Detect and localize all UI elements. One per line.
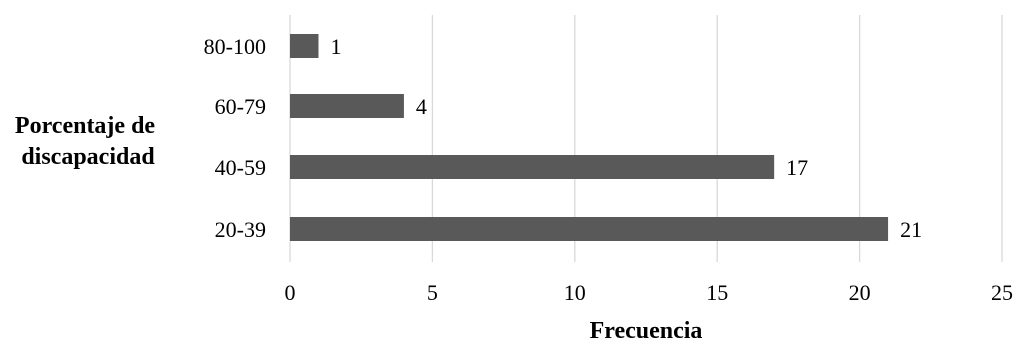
- y-axis-title: Porcentaje de discapacidad: [15, 113, 161, 170]
- data-label-80-100: 1: [330, 34, 341, 59]
- bar-40-59: [290, 155, 775, 179]
- x-axis-title: Frecuencia: [590, 318, 703, 344]
- y-tick-label-60-79: 60-79: [215, 94, 266, 119]
- bar-80-100: [290, 34, 319, 58]
- y-tick-label-40-59: 40-59: [215, 155, 266, 180]
- x-tick-label-25: 25: [991, 280, 1013, 305]
- data-label-20-39: 21: [900, 217, 922, 242]
- data-label-40-59: 17: [786, 155, 808, 180]
- x-tick-label-20: 20: [849, 280, 871, 305]
- x-tick-label-15: 15: [706, 280, 728, 305]
- y-tick-labels: 20-39 40-59 60-79 80-100: [204, 34, 266, 242]
- x-tick-label-5: 5: [427, 280, 438, 305]
- data-label-60-79: 4: [416, 94, 427, 119]
- x-tick-labels: 0 5 10 15 20 25: [285, 280, 1014, 305]
- y-axis-title-line-2: discapacidad: [21, 144, 155, 170]
- x-tick-label-0: 0: [285, 280, 296, 305]
- bar-60-79: [290, 94, 404, 118]
- x-tick-label-10: 10: [564, 280, 586, 305]
- bar-20-39: [290, 217, 889, 241]
- data-labels: 21 17 4 1: [330, 34, 922, 242]
- y-tick-label-20-39: 20-39: [215, 217, 266, 242]
- y-tick-label-80-100: 80-100: [204, 34, 266, 59]
- y-axis-title-line-1: Porcentaje de: [15, 113, 156, 139]
- bars: [290, 34, 889, 241]
